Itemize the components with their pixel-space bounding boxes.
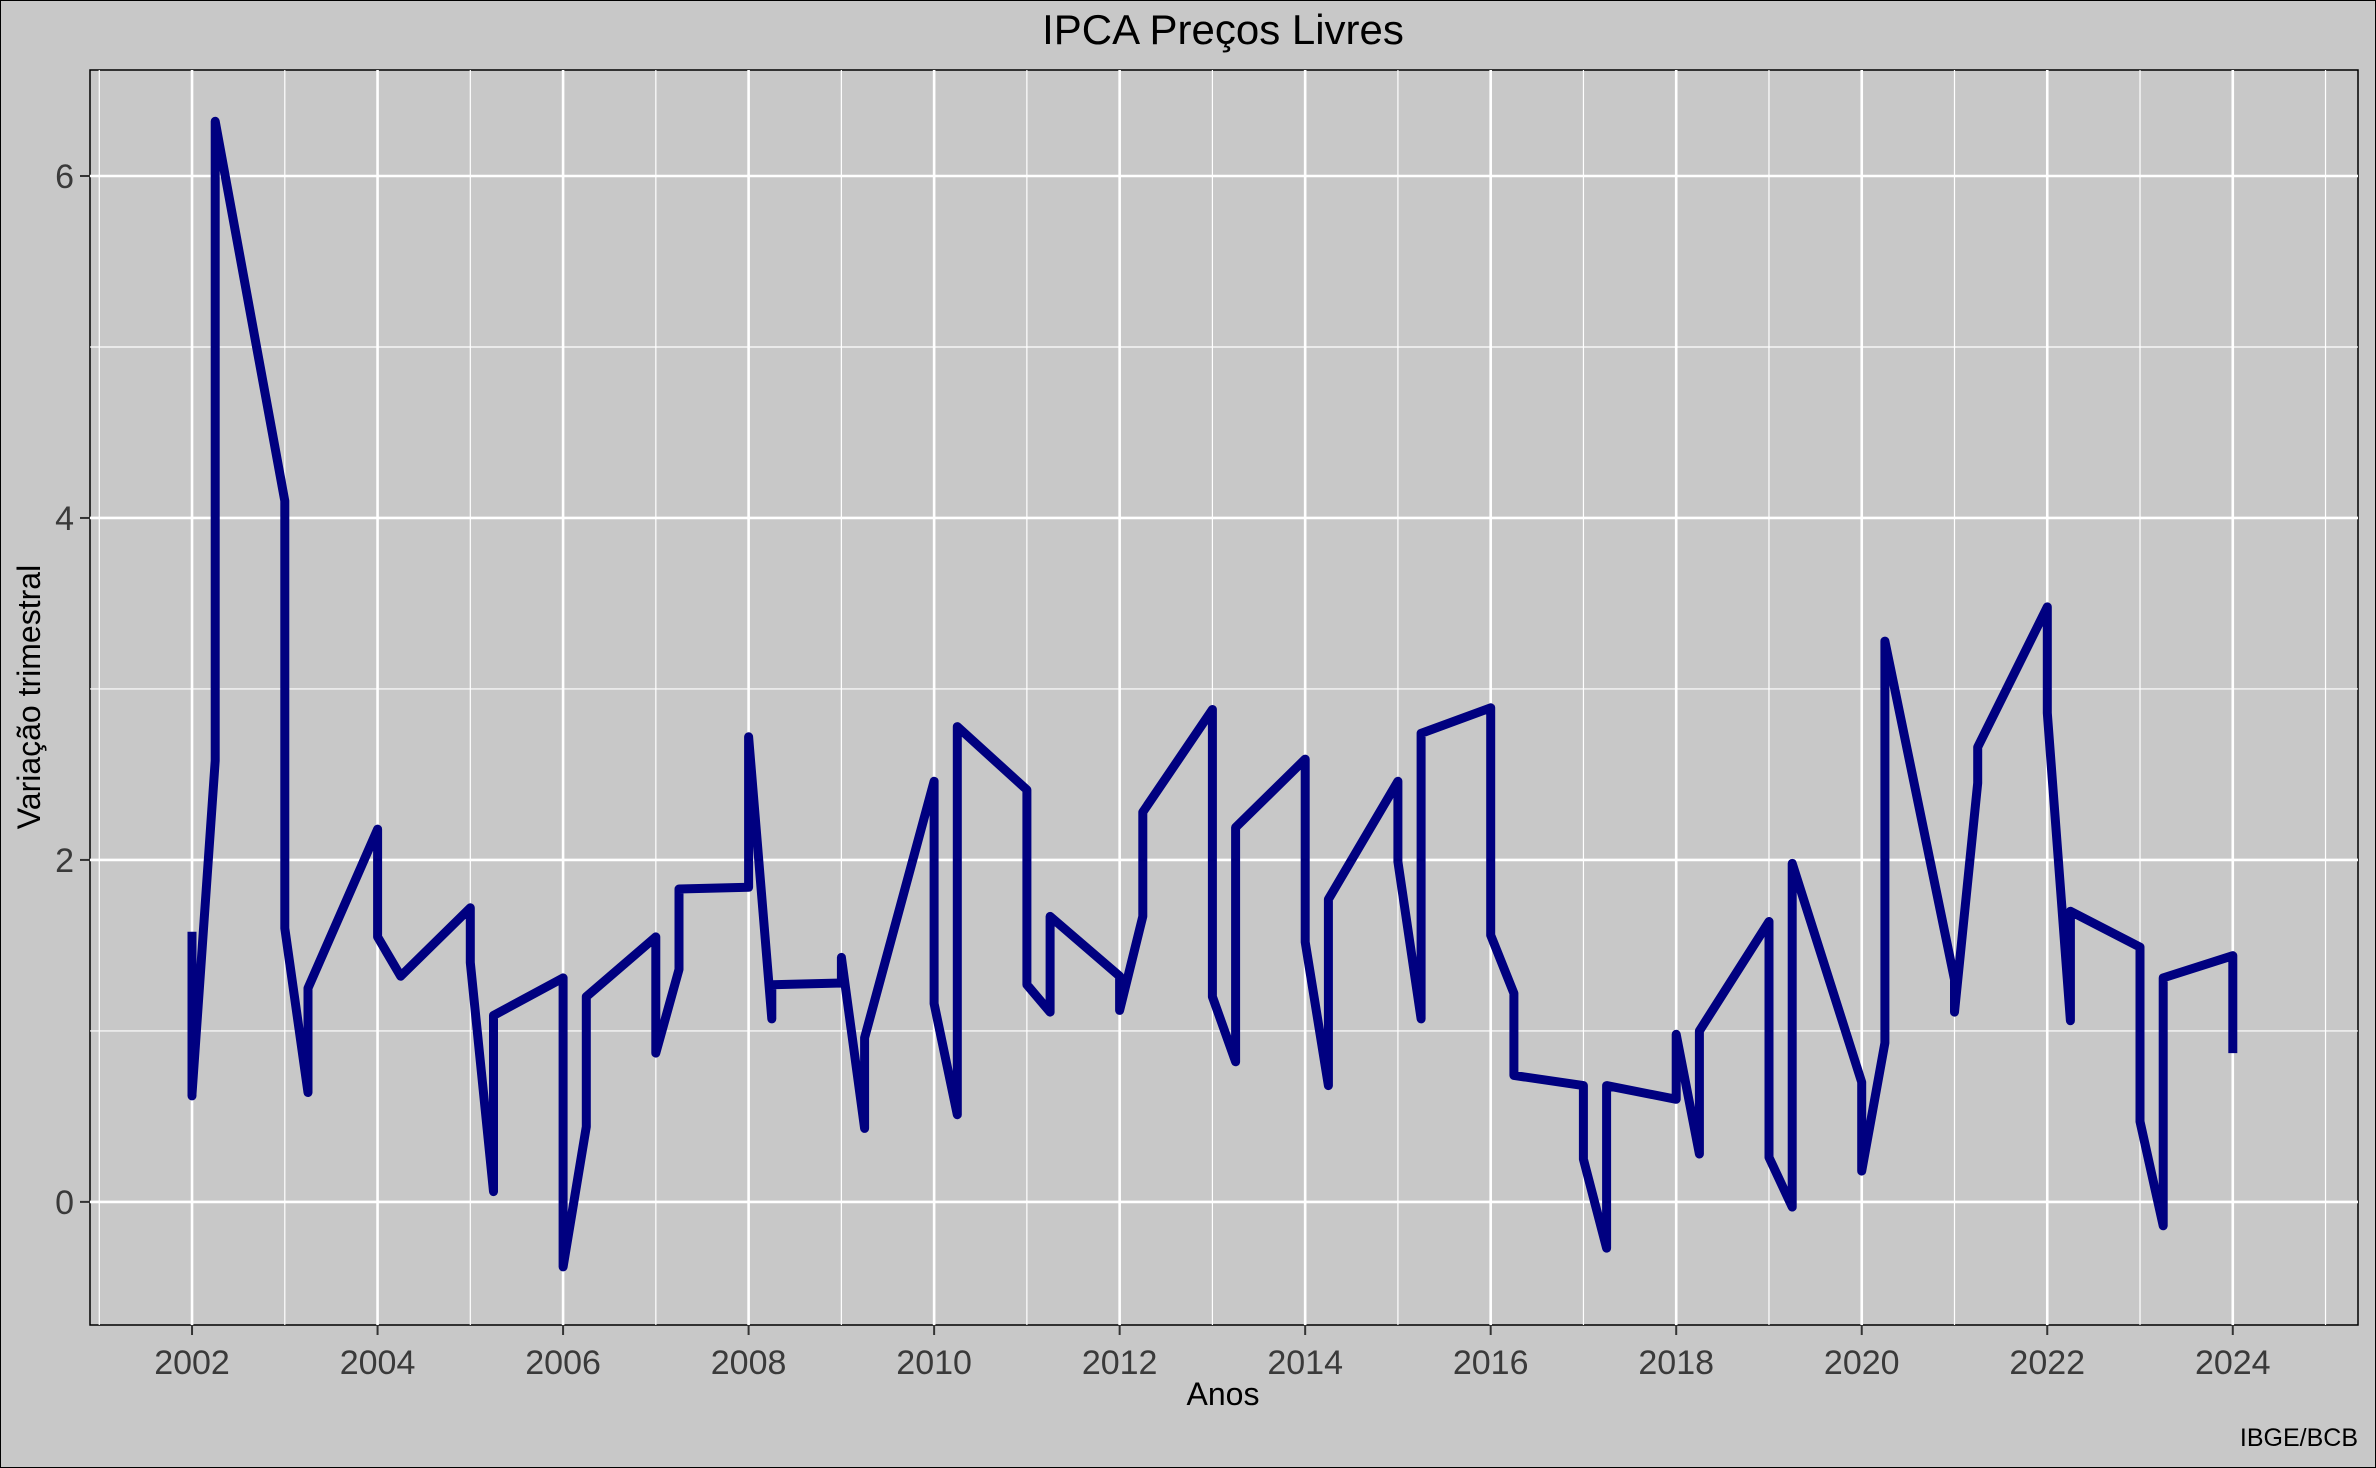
series-line [187,116,2238,1272]
x-tick-label: 2008 [711,1344,787,1382]
x-tick-label: 2010 [896,1344,972,1382]
x-tick-label: 2004 [340,1344,416,1382]
y-axis-ticks: 0 2 4 6 [55,158,90,1222]
x-tick-label: 2022 [2009,1344,2085,1382]
y-tick-label: 0 [55,1184,74,1222]
y-tick-label: 4 [55,500,74,538]
chart-title: IPCA Preços Livres [1042,6,1404,53]
y-tick-label: 6 [55,158,74,196]
y-tick-label: 2 [55,842,74,880]
x-tick-label: 2024 [2195,1344,2271,1382]
x-axis-ticks: 2002 2004 2006 2008 2010 2012 2014 2016 2018 2020… [154,1325,2271,1382]
x-tick-label: 2012 [1082,1344,1158,1382]
plot-panel [89,69,2359,1326]
x-tick-label: 2020 [1824,1344,1900,1382]
x-axis-title: Anos [1187,1376,1260,1412]
grid-lines [90,70,2358,1325]
y-axis-title: Variação trimestral [11,565,47,829]
x-tick-label: 2006 [525,1344,601,1382]
x-tick-label: 2002 [154,1344,230,1382]
x-tick-label: 2014 [1267,1344,1343,1382]
x-tick-label: 2016 [1453,1344,1529,1382]
source-caption: IBGE/BCB [2240,1424,2358,1452]
x-tick-label: 2018 [1638,1344,1714,1382]
